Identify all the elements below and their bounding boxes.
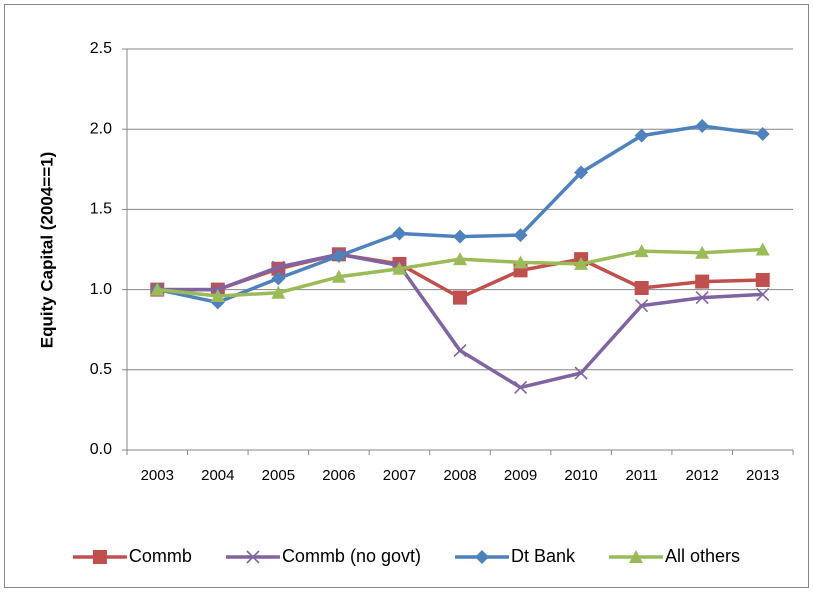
y-axis-label: Equity Capital (2004==1) [37,152,56,349]
legend-label: Dt Bank [511,546,576,566]
legend-marker [92,550,107,564]
y-tick-label: 0.5 [90,361,112,378]
marker [453,343,467,358]
x-tick-label: 2011 [626,467,658,484]
x-tick-label: 2007 [383,467,416,484]
marker [634,244,649,258]
marker [635,299,649,313]
marker [392,226,407,241]
marker [634,128,649,143]
chart-border [4,4,809,588]
y-tick-label: 1.0 [90,281,112,298]
y-tick-label: 1.5 [90,201,112,218]
marker [331,248,346,263]
marker [755,127,770,142]
legend-label: All others [665,546,740,566]
marker [453,290,467,305]
marker [755,242,770,256]
marker [574,165,589,180]
legend-label: Commb (no govt) [282,546,421,566]
marker [271,285,286,299]
x-tick-label: 2005 [262,467,295,484]
marker [574,256,589,270]
x-tick-label: 2008 [443,467,476,484]
marker [331,269,346,283]
marker [513,380,528,395]
x-tick-label: 2006 [322,467,355,484]
marker [695,245,710,259]
marker [695,274,710,289]
marker [150,282,165,296]
legend-label: Commb [129,546,192,566]
marker [392,261,407,275]
marker [453,252,467,266]
marker [755,272,770,287]
legend-marker [246,550,260,564]
x-tick-label: 2004 [201,467,234,484]
marker [453,229,467,244]
marker [634,280,649,295]
x-tick-label: 2012 [685,467,718,484]
marker [574,366,588,380]
marker [271,260,285,274]
legend-marker [629,550,644,563]
marker [513,228,528,243]
x-tick-label: 2013 [746,467,779,484]
y-tick-label: 2.0 [90,120,112,137]
x-tick-label: 2009 [504,467,537,484]
marker [695,118,710,133]
marker [210,289,225,303]
marker [756,287,770,301]
x-tick-label: 2003 [141,467,174,484]
marker [695,291,709,305]
y-tick-label: 0.0 [90,441,112,458]
legend-marker [474,550,489,564]
marker [513,255,528,269]
x-tick-label: 2010 [564,467,597,484]
y-tick-label: 2.5 [90,40,112,57]
marker [271,271,286,286]
